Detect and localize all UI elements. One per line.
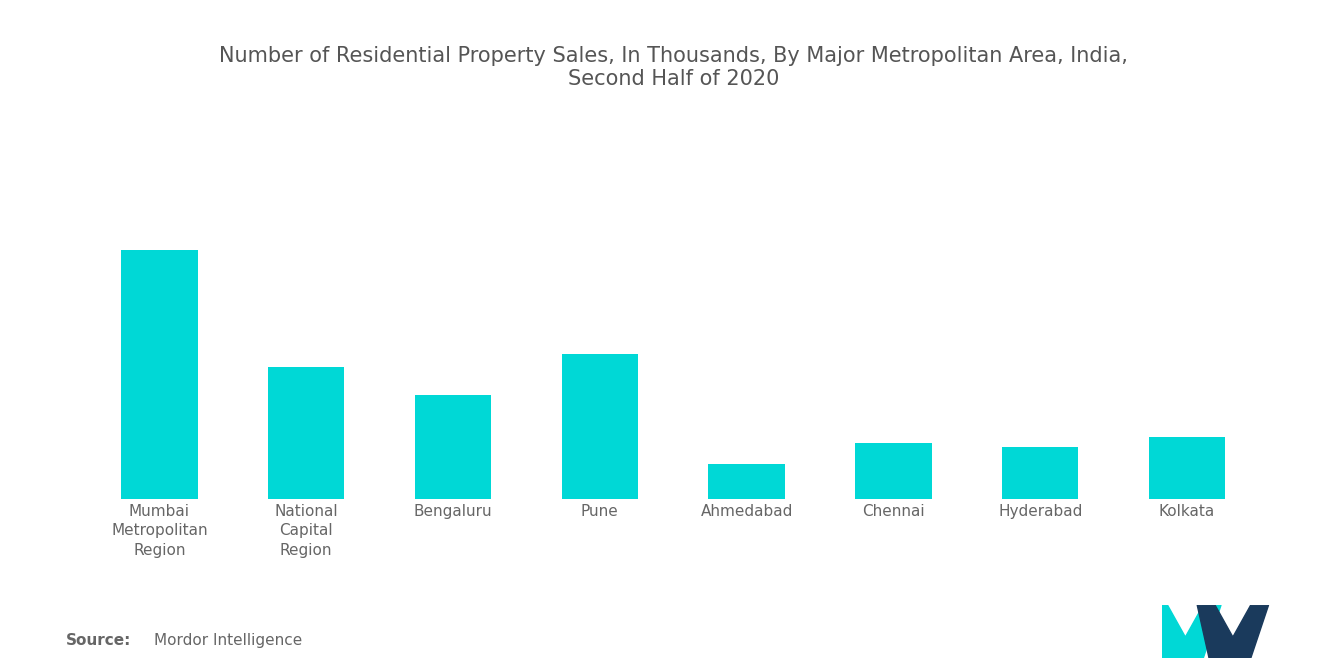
Title: Number of Residential Property Sales, In Thousands, By Major Metropolitan Area, : Number of Residential Property Sales, In… — [219, 46, 1127, 89]
Bar — [121, 250, 198, 499]
Bar — [1002, 447, 1078, 499]
Bar — [1148, 436, 1225, 499]
Bar — [855, 444, 932, 499]
Polygon shape — [1197, 605, 1269, 658]
Text: Mordor Intelligence: Mordor Intelligence — [154, 633, 302, 648]
Text: Source:: Source: — [66, 633, 132, 648]
Bar — [414, 395, 491, 499]
Bar — [268, 368, 345, 499]
Bar — [709, 464, 785, 499]
Polygon shape — [1150, 605, 1221, 658]
Bar — [561, 354, 638, 499]
